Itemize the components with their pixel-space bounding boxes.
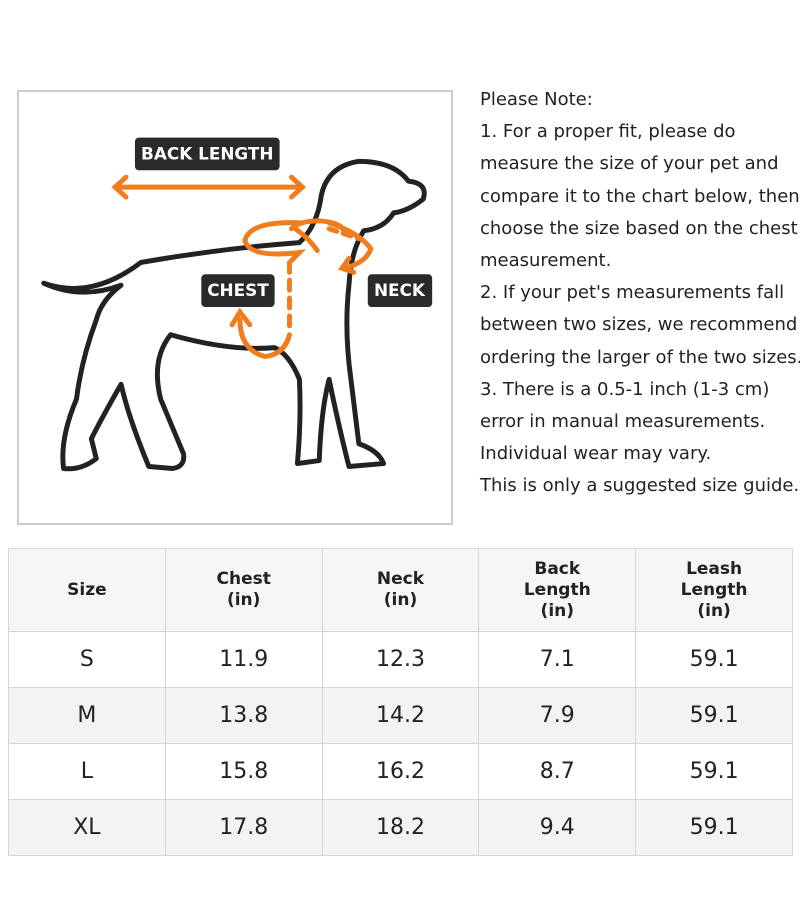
- label-box: [367, 274, 433, 308]
- table-row: S 11.9 12.3 7.1 59.1: [8, 631, 793, 688]
- header-line: Chest: [216, 569, 271, 589]
- header-cell: Size: [8, 548, 166, 632]
- header-cell: Chest (in): [164, 548, 323, 632]
- note-line: This is only a suggested size guide.: [480, 475, 800, 497]
- size-table: Size Chest (in) Neck (in) Back Length (in) Leash…: [8, 548, 793, 856]
- note-line: choose the size based on the chest: [480, 217, 798, 239]
- table-cell: 59.1: [635, 687, 793, 744]
- neck-label: NECK: [374, 280, 426, 300]
- table-cell: XL: [8, 799, 166, 856]
- note: Please Note: 1. For a proper fit, please …: [480, 84, 800, 503]
- table-cell: 17.8: [164, 799, 323, 856]
- header-line: (in): [540, 600, 575, 621]
- chest-label: CHEST: [207, 280, 269, 300]
- note-line: 1. For a proper fit, please do: [480, 121, 736, 143]
- table-cell: 13.8: [164, 687, 323, 744]
- header-cell: Neck (in): [321, 548, 480, 632]
- header-line: (in): [383, 590, 418, 610]
- table-cell: 59.1: [635, 631, 793, 688]
- note-line: between two sizes, we recommend: [480, 314, 798, 336]
- table-cell: 8.7: [478, 743, 637, 800]
- header-line: (in): [226, 590, 261, 610]
- label-box: [201, 274, 275, 308]
- header-cell: Back Length (in): [478, 548, 637, 632]
- header-line: Leash: [686, 558, 743, 579]
- table-cell: 7.9: [478, 687, 637, 744]
- table-cell: 59.1: [635, 799, 793, 856]
- table-cell: 15.8: [164, 743, 323, 800]
- table-cell: S: [8, 631, 166, 688]
- header-line: Neck: [376, 569, 425, 589]
- header-line: Length: [523, 579, 591, 600]
- note-line: compare it to the chart below, then: [480, 185, 800, 207]
- table-cell: 12.3: [321, 631, 480, 688]
- header-line: Size: [67, 579, 107, 600]
- note-line: error in manual measurements.: [480, 411, 766, 433]
- header-cell: Leash Length (in): [635, 548, 793, 632]
- note-line: Please Note:: [480, 89, 593, 110]
- measure-arrows: [111, 174, 374, 360]
- note-line: measurement.: [480, 250, 612, 272]
- table-cell: 14.2: [321, 687, 480, 744]
- table-cell: 59.1: [635, 743, 793, 800]
- table-cell: M: [8, 687, 166, 744]
- table-cell: L: [8, 743, 166, 800]
- header-line: Length: [680, 579, 748, 600]
- table-row: XL 17.8 18.2 9.4 59.1: [8, 799, 793, 856]
- table-cell: 16.2: [321, 743, 480, 800]
- table-cell: 18.2: [321, 799, 480, 856]
- note-line: Individual wear may vary.: [480, 443, 712, 465]
- dog-outline: [41, 158, 427, 472]
- table-row: M 13.8 14.2 7.9 59.1: [8, 687, 793, 744]
- note-line: ordering the larger of the two sizes.: [480, 346, 800, 368]
- back-length-label: BACK LENGTH: [141, 143, 273, 163]
- note-line: 2. If your pet's measurements fall: [480, 282, 785, 304]
- table-row: L 15.8 16.2 8.7 59.1: [8, 743, 793, 800]
- dog-diagram: BACK LENGTH CHEST NECK: [17, 90, 453, 525]
- note-line: measure the size of your pet and: [480, 153, 779, 175]
- header-line: (in): [697, 600, 731, 621]
- header-line: Back: [534, 558, 581, 579]
- label-box: [134, 137, 280, 171]
- table-cell: 11.9: [164, 631, 323, 688]
- note-line: 3. There is a 0.5-1 inch (1-3 cm): [480, 378, 770, 400]
- table-cell: 9.4: [478, 799, 637, 856]
- table-cell: 7.1: [478, 631, 637, 688]
